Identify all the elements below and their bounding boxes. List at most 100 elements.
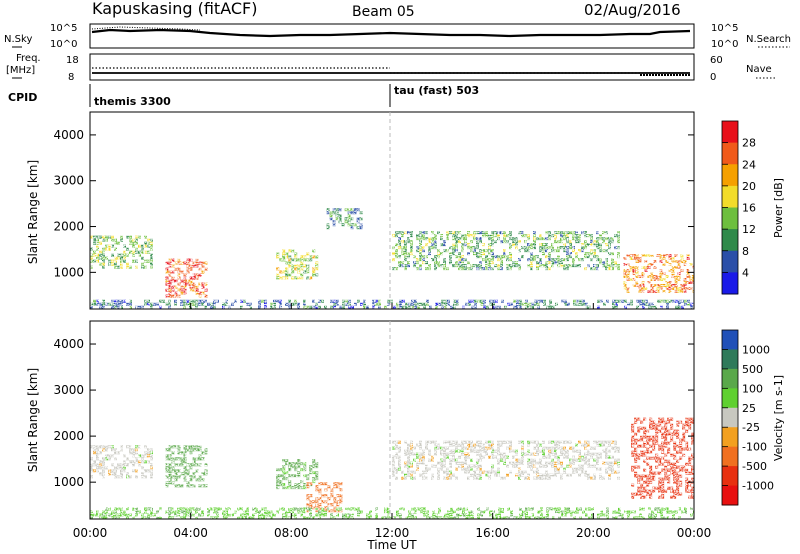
echo-cell (587, 464, 590, 468)
echo-cell (488, 443, 491, 447)
echo-cell (545, 455, 548, 459)
echo-cell (660, 513, 663, 517)
echo-cell (114, 302, 117, 306)
echo-cell (507, 507, 510, 511)
echo-cell (443, 440, 446, 444)
echo-cell (667, 477, 671, 481)
echo-cell (288, 305, 291, 309)
echo-cell (685, 468, 689, 472)
echo-cell (342, 299, 345, 303)
echo-cell (452, 264, 455, 268)
echo-cell (673, 495, 677, 499)
echo-cell (171, 516, 174, 519)
echo-cell (667, 447, 671, 451)
echo-cell (581, 249, 584, 253)
echo-cell (690, 302, 693, 306)
echo-cell (548, 267, 551, 271)
echo-cell (533, 440, 536, 444)
echo-cell (611, 440, 614, 444)
echo-cell (315, 485, 319, 489)
echo-cell (336, 507, 339, 511)
echo-cell (685, 441, 689, 445)
echo-cell (637, 456, 641, 460)
echo-cell (623, 269, 627, 272)
echo-cell (605, 237, 608, 241)
echo-cell (347, 211, 351, 215)
echo-cell (147, 299, 150, 303)
echo-cell (449, 231, 452, 235)
echo-cell (618, 513, 621, 517)
echo-cell (521, 455, 524, 459)
echo-cell (614, 449, 617, 453)
echo-cell (576, 507, 579, 511)
echo-cell (258, 299, 261, 303)
echo-cell (312, 305, 315, 309)
echo-cell (618, 510, 621, 514)
echo-cell (485, 231, 488, 235)
echo-cell (606, 507, 609, 511)
echo-cell (575, 443, 578, 447)
echo-cell (661, 444, 665, 448)
echo-cell (679, 441, 683, 445)
echo-cell (575, 234, 578, 238)
echo-cell (356, 226, 360, 230)
echo-cell (434, 452, 437, 456)
echo-cell (659, 272, 663, 275)
echo-cell (282, 486, 286, 490)
echo-cell (676, 474, 680, 478)
echo-cell (581, 464, 584, 468)
echo-cell (455, 249, 458, 253)
echo-cell (141, 472, 144, 476)
echo-cell (665, 275, 669, 278)
colorbar-block (722, 427, 738, 448)
echo-cell (102, 302, 105, 306)
echo-cell (467, 252, 470, 256)
echo-cell (440, 467, 443, 471)
echo-cell (641, 275, 645, 278)
echo-cell (294, 258, 298, 262)
echo-cell (120, 302, 123, 306)
echo-cell (398, 440, 401, 444)
echo-cell (186, 484, 190, 488)
echo-cell (437, 264, 440, 268)
echo-cell (198, 457, 202, 461)
echo-cell (521, 440, 524, 444)
echo-cell (321, 494, 325, 498)
echo-cell (679, 474, 683, 478)
echo-cell (485, 261, 488, 265)
echo-cell (329, 214, 333, 218)
echo-cell (413, 255, 416, 259)
echo-cell (434, 234, 437, 238)
echo-cell (585, 507, 588, 511)
echo-cell (480, 510, 483, 514)
echo-cell (572, 446, 575, 450)
echo-cell (467, 470, 470, 474)
echo-cell (482, 443, 485, 447)
echo-cell (416, 237, 419, 241)
echo-cell (590, 452, 593, 456)
nave-tick-top: 60 (710, 55, 723, 66)
echo-cell (246, 510, 249, 514)
echo-cell (660, 299, 663, 303)
echo-cell (114, 513, 117, 517)
echo-cell (99, 305, 102, 309)
echo-cell (201, 270, 205, 274)
echo-cell (690, 513, 693, 517)
echo-cell (596, 246, 599, 250)
echo-cell (117, 241, 120, 245)
echo-cell (566, 234, 569, 238)
colorbar-block (722, 272, 738, 295)
echo-cell (99, 451, 102, 455)
echo-cell (637, 486, 641, 490)
echo-cell (642, 305, 645, 309)
echo-cell (414, 516, 417, 519)
echo-cell (676, 429, 680, 433)
echo-cell (632, 284, 636, 287)
echo-cell (497, 267, 500, 271)
echo-cell (123, 250, 126, 254)
echo-cell (672, 516, 675, 519)
echo-cell (384, 305, 387, 309)
echo-cell (660, 510, 663, 514)
echo-cell (425, 470, 428, 474)
echo-cell (372, 302, 375, 306)
